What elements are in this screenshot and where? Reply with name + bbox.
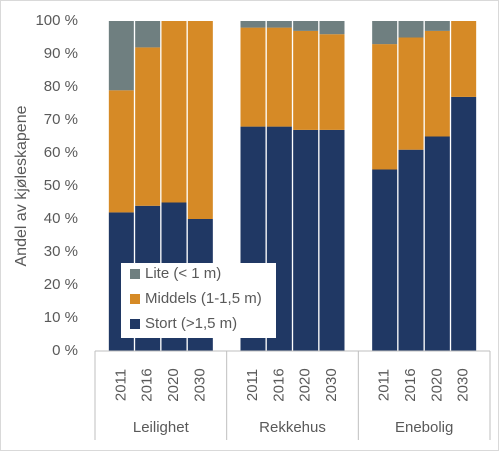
legend-label: Lite (< 1 m) <box>145 265 221 282</box>
y-tick-label: 80 % <box>44 78 78 95</box>
bar-segment <box>293 129 319 351</box>
y-tick-label: 90 % <box>44 45 78 62</box>
x-tick-label: 2030 <box>191 368 208 401</box>
group-label: Rekkehus <box>259 419 326 436</box>
bar-segment <box>319 129 345 351</box>
x-tick-label: 2030 <box>323 368 340 401</box>
y-tick-label: 60 % <box>44 144 78 161</box>
y-tick-label: 0 % <box>52 342 78 359</box>
bar-segment <box>293 21 319 31</box>
x-tick-label: 2011 <box>244 369 261 401</box>
legend-box <box>121 263 276 338</box>
x-tick-label: 2020 <box>428 368 445 401</box>
bar-segment <box>161 21 187 203</box>
bar-segment <box>187 21 213 219</box>
bar-segment <box>372 21 398 45</box>
bar-segment <box>451 21 477 97</box>
legend-label: Stort (>1,5 m) <box>145 315 237 332</box>
bar-segment <box>293 30 319 130</box>
bar-segment <box>319 34 345 130</box>
bar-segment <box>424 21 450 31</box>
x-tick-label: 2016 <box>270 368 287 401</box>
x-tick-label: 2011 <box>376 369 393 401</box>
y-tick-label: 20 % <box>44 276 78 293</box>
bar-segment <box>266 21 292 28</box>
bar-segment <box>240 27 266 127</box>
x-tick-label: 2030 <box>455 368 472 401</box>
legend-label: Middels (1-1,5 m) <box>145 290 262 307</box>
y-tick-label: 30 % <box>44 243 78 260</box>
bar-segment <box>424 30 450 137</box>
bar-segment <box>135 47 161 206</box>
group-label: Enebolig <box>395 419 453 436</box>
x-tick-label: 2016 <box>139 368 156 401</box>
legend-swatch <box>130 269 140 279</box>
x-tick-label: 2020 <box>165 368 182 401</box>
group-label: Leilighet <box>133 419 190 436</box>
bar-segment <box>266 27 292 127</box>
x-tick-label: 2016 <box>402 368 419 401</box>
bar-segment <box>398 37 424 150</box>
bar-segment <box>108 21 134 91</box>
legend-swatch <box>130 294 140 304</box>
y-tick-label: 50 % <box>44 177 78 194</box>
legend-swatch <box>130 319 140 329</box>
y-tick-label: 70 % <box>44 111 78 128</box>
bar-segment <box>319 21 345 35</box>
bar-segment <box>372 44 398 170</box>
x-tick-label: 2020 <box>297 368 314 401</box>
bar-segment <box>372 169 398 351</box>
bar-segment <box>398 149 424 351</box>
bar-segment <box>451 96 477 352</box>
y-axis-title: Andel av kjøleskapene <box>13 105 30 266</box>
bar-segment <box>398 21 424 38</box>
bar-segment <box>135 21 161 48</box>
bar-segment <box>240 21 266 28</box>
y-tick-label: 10 % <box>44 309 78 326</box>
bar-segment <box>108 90 134 213</box>
y-tick-label: 100 % <box>35 12 78 29</box>
y-tick-label: 40 % <box>44 210 78 227</box>
x-tick-label: 2011 <box>112 369 129 401</box>
bar-segment <box>424 136 450 351</box>
